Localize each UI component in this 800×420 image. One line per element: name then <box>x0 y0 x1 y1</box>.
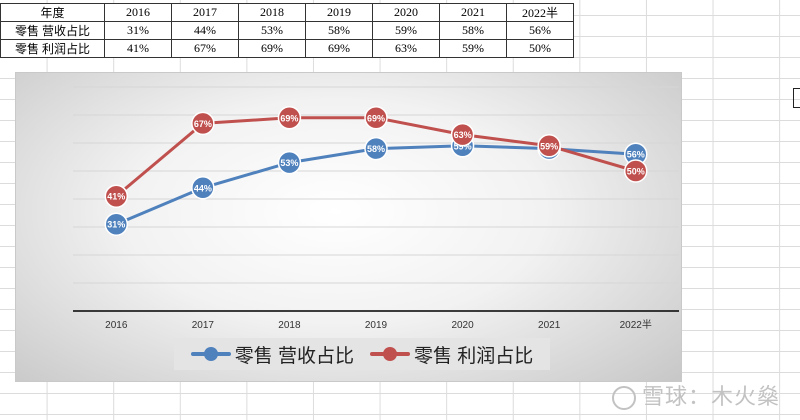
legend-item-revenue[interactable]: 零售 营收占比 <box>190 341 354 368</box>
year-cell[interactable]: 2018 <box>238 3 306 22</box>
data-label: 69% <box>280 113 298 123</box>
watermark-text: 雪球：木火燊 <box>642 384 781 409</box>
data-table: 年度 2016 2017 2018 2019 2020 2021 2022半 零… <box>0 3 574 58</box>
table-row: 零售 利润占比 41% 67% 69% 69% 63% 59% 50% <box>0 39 574 58</box>
value-cell[interactable]: 58% <box>305 21 373 40</box>
x-tick-label: 2020 <box>451 320 474 331</box>
year-cell[interactable]: 2019 <box>305 3 373 22</box>
data-label: 63% <box>454 130 472 140</box>
legend-swatch-revenue <box>190 344 231 364</box>
legend-label: 零售 营收占比 <box>234 345 354 367</box>
data-point <box>364 136 388 161</box>
data-point <box>191 176 215 200</box>
year-cell[interactable]: 2016 <box>104 3 172 22</box>
value-cell[interactable]: 31% <box>104 21 172 40</box>
value-cell[interactable]: 58% <box>439 21 507 40</box>
data-point <box>623 159 648 183</box>
value-cell[interactable]: 56% <box>506 21 574 40</box>
chart-legend[interactable]: 零售 营收占比 零售 利润占比 <box>174 338 550 370</box>
data-point <box>364 106 388 130</box>
year-cell[interactable]: 2017 <box>171 3 239 22</box>
selected-cell-fragment[interactable] <box>793 88 800 108</box>
data-label: 44% <box>194 183 212 193</box>
x-tick-label: 2019 <box>365 320 388 331</box>
value-cell[interactable]: 59% <box>439 39 507 58</box>
data-label: 56% <box>627 150 645 160</box>
value-cell[interactable]: 67% <box>171 39 239 58</box>
value-cell[interactable]: 59% <box>372 21 440 40</box>
value-cell[interactable]: 41% <box>104 39 172 58</box>
legend-item-profit[interactable]: 零售 利润占比 <box>370 341 533 368</box>
watermark: 雪球：木火燊 <box>612 379 780 411</box>
data-label: 31% <box>107 220 125 230</box>
snowball-logo-icon <box>612 386 636 411</box>
value-cell[interactable]: 53% <box>238 21 306 40</box>
data-label: 41% <box>107 192 125 202</box>
data-label: 53% <box>280 158 298 168</box>
header-cell[interactable]: 年度 <box>0 3 105 22</box>
legend-swatch-profit <box>370 344 410 364</box>
table-row: 零售 营收占比 31% 44% 53% 58% 59% 58% 56% <box>0 21 574 40</box>
data-label: 69% <box>367 113 385 123</box>
value-cell[interactable]: 63% <box>372 39 440 58</box>
x-tick-label: 2021 <box>538 320 561 331</box>
data-label: 67% <box>194 119 212 129</box>
data-point <box>277 150 302 175</box>
x-tick-label: 2022半 <box>620 318 652 331</box>
data-point <box>537 134 561 158</box>
x-tick-label: 2017 <box>192 320 215 331</box>
table-header-row: 年度 2016 2017 2018 2019 2020 2021 2022半 <box>0 3 574 22</box>
data-point <box>191 111 215 136</box>
x-tick-label: 2016 <box>105 320 128 331</box>
value-cell[interactable]: 50% <box>506 39 574 58</box>
year-cell[interactable]: 2020 <box>372 3 440 22</box>
year-cell[interactable]: 2022半 <box>506 3 574 22</box>
line-chart[interactable]: 2016 2017 2018 2019 2020 2021 2022半 31% 44% 53% 58… <box>15 72 682 382</box>
data-point <box>277 106 302 130</box>
chart-plot: 2016 2017 2018 2019 2020 2021 2022半 31% 44% 53% 58… <box>73 86 679 331</box>
data-label: 59% <box>540 141 558 151</box>
data-point <box>104 184 129 208</box>
year-cell[interactable]: 2021 <box>439 3 507 22</box>
x-tick-label: 2018 <box>278 320 301 331</box>
data-point <box>450 122 475 147</box>
data-point <box>104 212 129 236</box>
value-cell[interactable]: 69% <box>305 39 373 58</box>
value-cell[interactable]: 44% <box>171 21 239 40</box>
row-label-cell[interactable]: 零售 利润占比 <box>0 39 105 58</box>
value-cell[interactable]: 69% <box>238 39 306 58</box>
legend-label: 零售 利润占比 <box>414 345 534 367</box>
data-label: 58% <box>367 144 385 154</box>
row-label-cell[interactable]: 零售 营收占比 <box>0 21 105 40</box>
data-label: 50% <box>627 167 645 177</box>
